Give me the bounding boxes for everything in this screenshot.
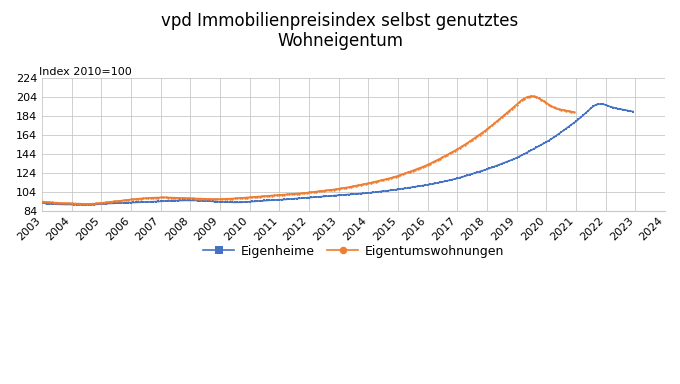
Eigenheime: [241, 200, 249, 204]
Eigenheime: [135, 200, 143, 205]
Eigentumswohnungen: [174, 195, 182, 200]
Eigenheime: [63, 202, 71, 207]
Eigenheime: [629, 109, 637, 114]
Line: Eigentumswohnungen: Eigentumswohnungen: [41, 95, 575, 205]
Eigenheime: [78, 202, 86, 207]
Eigenheime: [596, 102, 605, 106]
Eigentumswohnungen: [569, 110, 577, 114]
Eigenheime: [80, 203, 88, 207]
Eigentumswohnungen: [528, 94, 536, 98]
Eigentumswohnungen: [347, 184, 355, 189]
Eigentumswohnungen: [159, 195, 167, 200]
Eigenheime: [590, 104, 598, 109]
Eigenheime: [431, 181, 439, 186]
Line: Eigenheime: Eigenheime: [41, 103, 634, 206]
Text: vpd Immobilienpreisindex selbst genutztes
Wohneigentum: vpd Immobilienpreisindex selbst genutzte…: [161, 12, 519, 50]
Text: Index 2010=100: Index 2010=100: [39, 66, 132, 76]
Eigentumswohnungen: [38, 199, 46, 204]
Eigentumswohnungen: [448, 150, 456, 154]
Eigentumswohnungen: [490, 121, 498, 126]
Eigenheime: [38, 201, 46, 205]
Eigentumswohnungen: [342, 185, 350, 190]
Eigentumswohnungen: [80, 202, 88, 206]
Legend: Eigenheime, Eigentumswohnungen: Eigenheime, Eigentumswohnungen: [198, 240, 509, 263]
